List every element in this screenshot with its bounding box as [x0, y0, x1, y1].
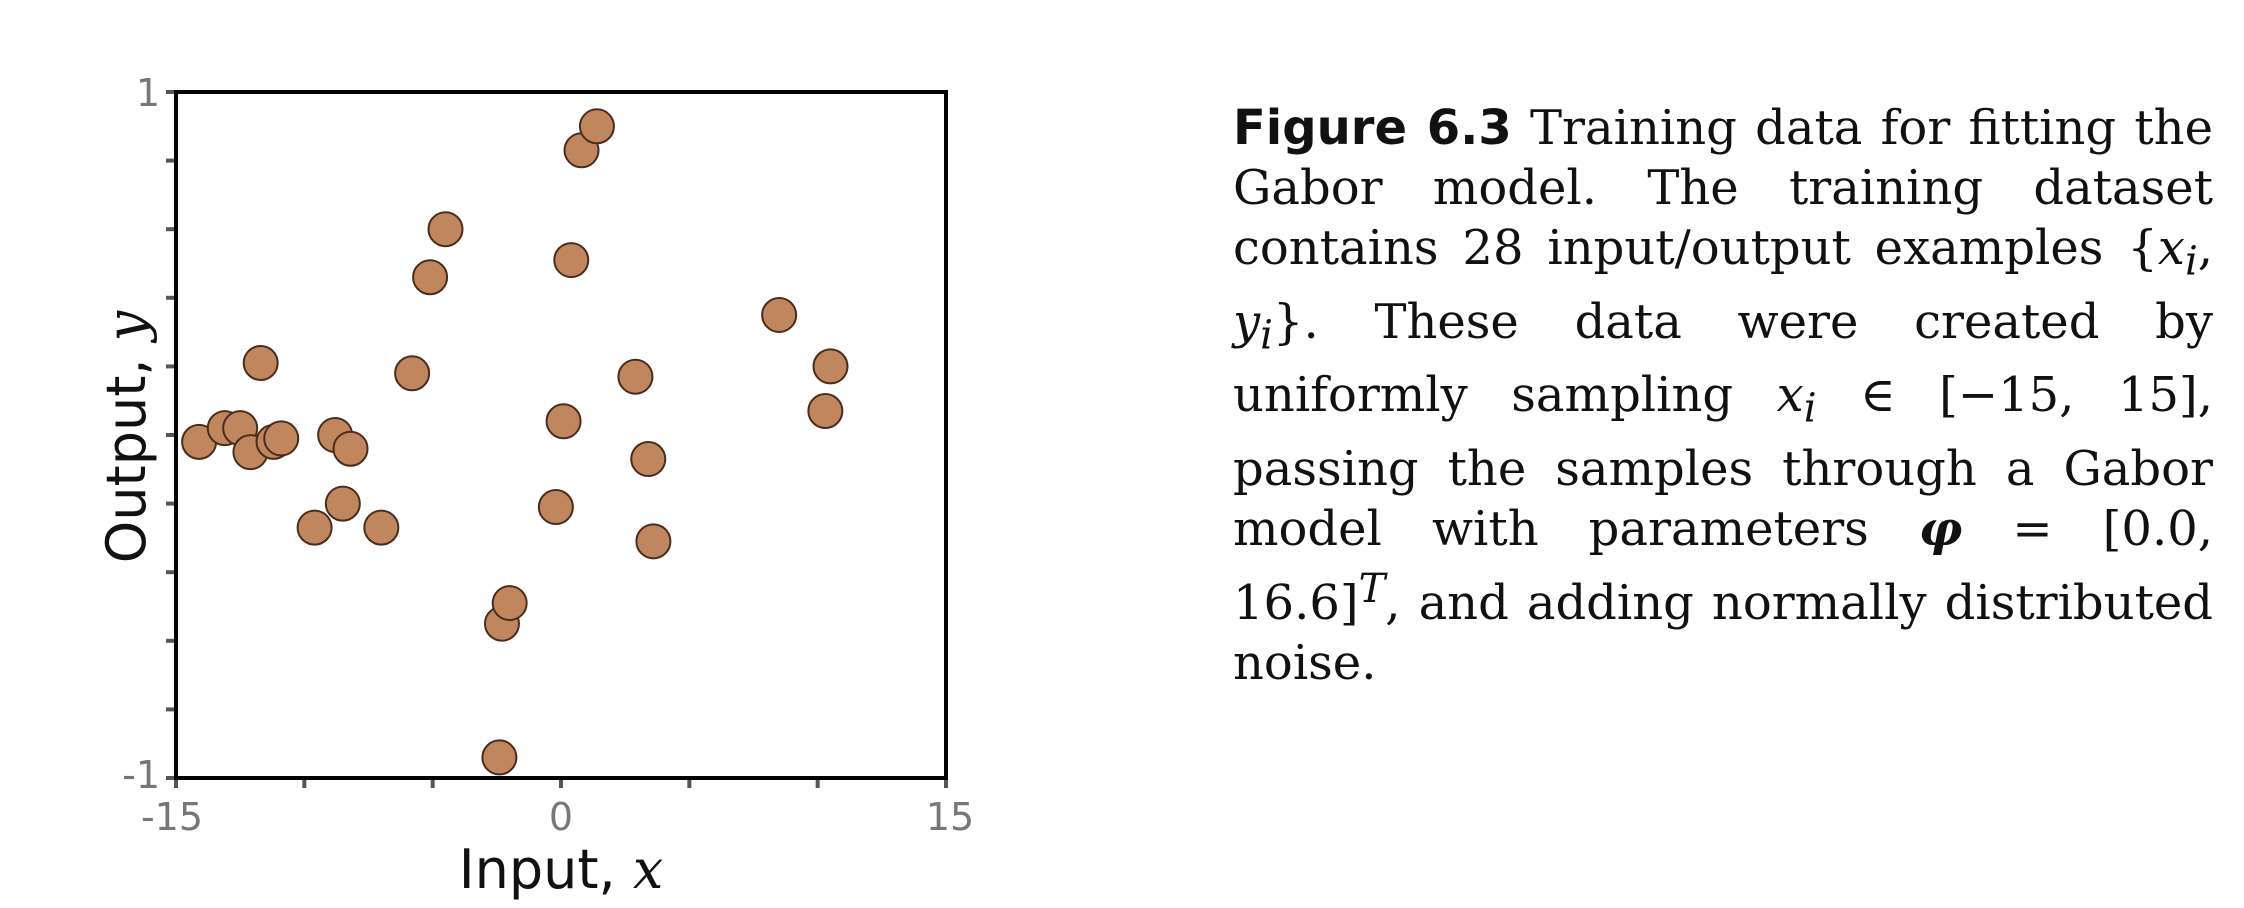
data-point [578, 108, 615, 145]
data-point [324, 485, 361, 522]
data-point [545, 403, 582, 440]
x-tick-label-max: 15 [926, 795, 974, 839]
figure-caption: Figure 6.3 Training data for fitting the… [1233, 98, 2213, 693]
y-axis-label: Output, y [95, 309, 158, 563]
caption-var-x-2: x [1776, 367, 1804, 424]
data-point [617, 358, 654, 395]
scatter-chart: 1 -1 -15 0 15 Input, x Output, y [95, 71, 974, 901]
caption-var-y: y [1233, 293, 1261, 350]
figure-label: Figure 6.3 [1233, 100, 1512, 156]
data-point [263, 420, 300, 457]
caption-comma: , [2197, 220, 2213, 276]
data-point [761, 296, 798, 333]
data-point [332, 430, 369, 467]
data-point [491, 585, 528, 622]
caption-var-x: x [2157, 220, 2185, 276]
data-point [537, 489, 574, 526]
data-point [363, 509, 400, 546]
data-point [296, 509, 333, 546]
x-tick-label-min: -15 [141, 795, 203, 839]
data-point [481, 739, 518, 776]
data-point [412, 259, 449, 296]
data-points [181, 108, 849, 776]
data-point [394, 355, 431, 392]
caption-sub-i: i [2184, 238, 2198, 285]
y-tick-label-min: -1 [122, 753, 160, 797]
data-point [630, 441, 667, 478]
caption-text-3: ∈ [−15, 15], passing the samples through… [1233, 367, 2214, 557]
data-point [807, 392, 844, 429]
caption-text-4: = [0.0, 16.6] [1233, 500, 2213, 631]
data-point [427, 211, 464, 248]
caption-phi: φ [1918, 500, 1963, 557]
data-point [242, 344, 279, 381]
y-tick-label-max: 1 [136, 71, 160, 115]
caption-sub-i-2: i [1260, 312, 1273, 359]
plot-frame [174, 90, 948, 780]
data-point [812, 348, 849, 385]
caption-sub-i-3: i [1803, 385, 1817, 432]
caption-text-1: Training data for fitting the Gabor mode… [1233, 100, 2213, 276]
caption-sup-T: T [1358, 565, 1386, 612]
data-point [635, 523, 672, 560]
x-tick-label-zero: 0 [549, 795, 573, 839]
caption-text-2: }. These data were created by uniformly … [1233, 293, 2213, 424]
x-axis-label: Input, x [459, 838, 664, 901]
data-point [553, 242, 590, 279]
caption-text-5: , and adding normally distributed noise. [1233, 574, 2213, 691]
